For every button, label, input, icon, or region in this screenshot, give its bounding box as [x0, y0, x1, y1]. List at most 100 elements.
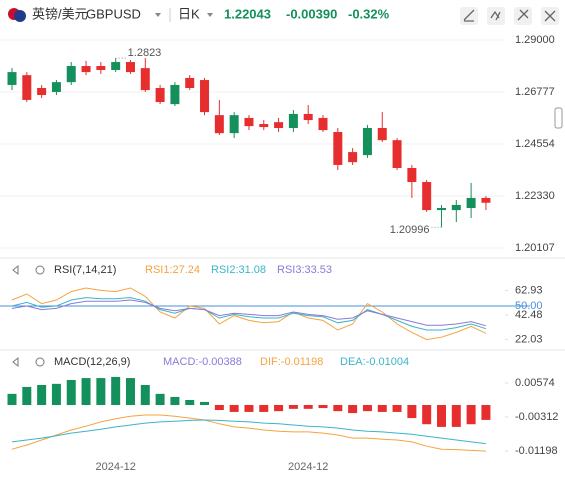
- macd-bar: [37, 385, 47, 405]
- period[interactable]: 日K: [178, 6, 200, 21]
- rsi-line: [11, 299, 487, 327]
- panel-title: MACD(12,26,9): [54, 356, 130, 368]
- macd-bar: [318, 405, 328, 409]
- x-tick-label: 2024-12: [95, 461, 135, 473]
- candle-body: [362, 127, 372, 156]
- candle-body: [466, 197, 476, 208]
- macd-bar: [348, 405, 358, 414]
- y-tick-label: 1.20107: [515, 242, 555, 254]
- candle-body: [140, 68, 150, 91]
- candle-body: [229, 115, 239, 134]
- macd-icons[interactable]: [12, 356, 45, 368]
- macd-bar: [229, 405, 239, 412]
- candle-body: [185, 77, 195, 89]
- y-tick-label: -0.00312: [515, 411, 558, 423]
- candle-body: [274, 122, 284, 128]
- macd-bar: [22, 386, 32, 405]
- pair-name: 英镑/美元: [32, 6, 88, 21]
- y-tick-label: 1.29000: [515, 34, 555, 46]
- legend-entry: MACD:-0.00388: [163, 356, 242, 368]
- symbol[interactable]: GBPUSD: [86, 6, 141, 21]
- candle-body: [333, 131, 343, 165]
- price: 1.22043: [224, 6, 271, 21]
- macd-bar: [66, 380, 76, 405]
- legend-entry: DEA:-0.01004: [340, 356, 409, 368]
- candle-body: [66, 66, 76, 83]
- change: -0.00390: [286, 6, 337, 21]
- macd-bar: [96, 378, 106, 405]
- x-tick-label: 2024-12: [288, 461, 328, 473]
- macd-bar: [377, 405, 387, 412]
- low-label: 1.20996: [390, 224, 430, 236]
- candle-body: [348, 152, 358, 163]
- y-tick-label: -0.01198: [515, 445, 558, 457]
- y-tick-label: 1.26777: [515, 86, 555, 98]
- legend-entry: RSI2:31.08: [211, 264, 266, 276]
- high-label: 1.2823: [128, 47, 162, 59]
- rsi-line: [11, 297, 487, 331]
- rsi-line: [11, 287, 487, 341]
- candle-body: [244, 117, 254, 127]
- macd-bar: [274, 405, 284, 412]
- candle-body: [22, 75, 32, 100]
- macd-bar: [466, 405, 476, 425]
- reference-label: 50.00: [515, 300, 543, 312]
- macd-bar: [288, 405, 298, 409]
- y-tick-label: 62.93: [515, 284, 543, 296]
- macd-bar: [333, 405, 343, 412]
- macd-bar: [200, 401, 210, 405]
- candle-body: [481, 197, 491, 203]
- dropdown-arrow: [207, 13, 213, 17]
- toolbar[interactable]: [460, 7, 559, 25]
- macd-bar: [451, 405, 461, 427]
- macd-bar: [436, 405, 446, 427]
- macd-bar: [303, 405, 313, 409]
- macd-line: [11, 419, 486, 445]
- macd-line: [11, 414, 486, 452]
- candle-body: [214, 115, 224, 134]
- macd-bar: [140, 385, 150, 405]
- macd-bar: [259, 405, 269, 412]
- macd-bar: [407, 405, 417, 419]
- macd-bar: [362, 405, 372, 412]
- candle-body: [37, 88, 47, 96]
- candle-body: [318, 117, 328, 131]
- candle-body: [51, 82, 61, 92]
- macd-bar: [125, 378, 135, 405]
- candle-body: [170, 84, 180, 105]
- candle-body: [451, 204, 461, 211]
- legend-entry: DIF:-0.01198: [260, 356, 323, 368]
- y-tick-label: 0.00574: [515, 377, 555, 389]
- macd-bar: [111, 376, 121, 405]
- y-tick-label: 42.48: [515, 309, 543, 321]
- candle-body: [259, 124, 269, 128]
- y-tick-label: 22.03: [515, 333, 543, 345]
- macd-bar: [185, 400, 195, 405]
- dropdown-arrow: [155, 13, 161, 17]
- candle-body: [436, 207, 446, 211]
- side-handle[interactable]: [554, 107, 563, 129]
- candle-body: [81, 66, 91, 73]
- macd-bar: [392, 405, 402, 412]
- macd-bar: [422, 405, 432, 425]
- rsi-icons[interactable]: [12, 264, 45, 276]
- candle-body: [7, 72, 17, 85]
- macd-bar: [244, 405, 254, 412]
- macd-bar: [81, 378, 91, 405]
- change-pct: -0.32%: [348, 6, 390, 21]
- candle-body: [407, 167, 417, 183]
- y-tick-label: 1.22330: [515, 190, 555, 202]
- candle-body: [155, 88, 165, 103]
- candle-body: [303, 113, 313, 121]
- macd-bar: [155, 393, 165, 405]
- macd-bar: [51, 383, 61, 405]
- candle-body: [125, 62, 135, 73]
- candle-body: [422, 182, 432, 211]
- panel-title: RSI(7,14,21): [54, 264, 116, 276]
- candle-body: [111, 62, 121, 70]
- macd-bar: [481, 405, 491, 420]
- candle-body: [200, 80, 210, 113]
- flag-icon: [8, 8, 26, 22]
